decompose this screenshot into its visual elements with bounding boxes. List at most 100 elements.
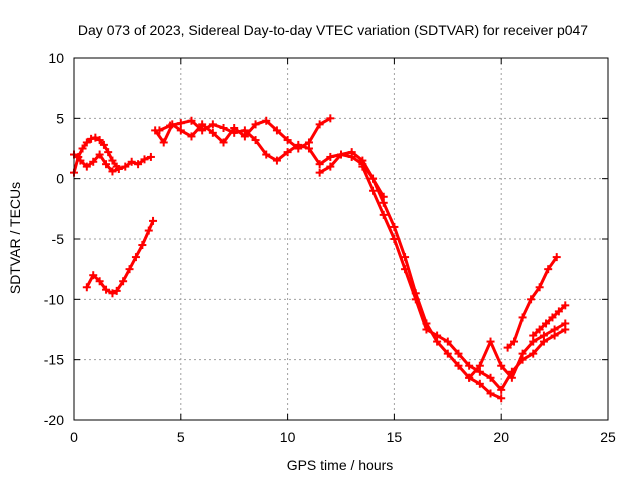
data-point <box>112 286 121 295</box>
data-point <box>87 134 96 143</box>
data-point <box>544 265 553 274</box>
data-point <box>315 120 324 129</box>
data-point <box>102 160 111 169</box>
data-point <box>465 373 474 382</box>
data-point <box>176 119 185 128</box>
data-point <box>121 162 130 171</box>
data-point <box>401 253 410 262</box>
data-point <box>535 325 544 334</box>
data-point <box>272 156 281 165</box>
data-point <box>187 132 196 141</box>
data-point <box>198 126 207 135</box>
data-point <box>475 361 484 370</box>
data-point <box>443 337 452 346</box>
data-point <box>91 133 100 142</box>
data-point <box>95 150 104 159</box>
data-point <box>144 226 153 235</box>
data-point <box>497 385 506 394</box>
y-tick-label: -10 <box>44 291 64 307</box>
data-point <box>95 136 104 145</box>
data-point <box>89 157 98 166</box>
data-point <box>326 152 335 161</box>
data-point <box>369 174 378 183</box>
data-point <box>486 337 495 346</box>
y-tick-label: 5 <box>56 110 64 126</box>
data-point <box>89 271 98 280</box>
data-point <box>230 128 239 137</box>
data-point <box>283 148 292 157</box>
data-point <box>315 168 324 177</box>
data-point <box>369 186 378 195</box>
x-tick-label: 0 <box>70 429 78 445</box>
data-point <box>411 295 420 304</box>
data-point <box>561 319 570 328</box>
data-point <box>554 307 563 316</box>
data-point <box>518 349 527 358</box>
data-point <box>176 126 185 135</box>
data-point <box>465 361 474 370</box>
data-point <box>155 126 164 135</box>
data-point <box>104 148 113 157</box>
data-point <box>497 361 506 370</box>
data-point <box>475 379 484 388</box>
data-point <box>219 138 228 147</box>
data-point <box>294 140 303 149</box>
axes: 0 5 10 15 20 25 -20 -15 -10 -5 0 5 10 <box>44 50 616 445</box>
data-point <box>443 349 452 358</box>
data-point <box>82 162 91 171</box>
data-point <box>99 140 108 149</box>
data-point <box>326 114 335 123</box>
data-point <box>146 152 155 161</box>
data-point <box>433 331 442 340</box>
data-point <box>548 313 557 322</box>
data-point <box>379 210 388 219</box>
data-point <box>108 156 117 165</box>
data-point <box>486 389 495 398</box>
data-point <box>108 167 117 176</box>
data-point <box>486 373 495 382</box>
series-track-h <box>467 322 567 380</box>
y-tick-label: 0 <box>56 171 64 187</box>
data-point <box>529 331 538 340</box>
data-series <box>70 114 570 403</box>
data-point <box>127 157 136 166</box>
data-point <box>379 198 388 207</box>
series-track-g <box>360 165 567 392</box>
data-point <box>401 265 410 274</box>
data-point <box>119 277 128 286</box>
data-point <box>390 235 399 243</box>
data-point <box>454 349 463 358</box>
data-point <box>95 277 104 286</box>
x-tick-label: 15 <box>387 429 403 445</box>
data-point <box>390 222 399 231</box>
data-point <box>337 150 345 159</box>
data-point <box>529 349 538 358</box>
data-point <box>304 144 313 153</box>
data-point <box>552 253 561 262</box>
data-point <box>76 156 85 165</box>
data-point <box>125 265 134 274</box>
data-point <box>78 144 87 153</box>
data-point <box>82 138 91 147</box>
data-point <box>497 394 506 403</box>
data-point <box>550 325 559 334</box>
data-point <box>219 123 228 132</box>
data-point <box>272 126 281 135</box>
x-tick-label: 20 <box>493 429 509 445</box>
data-point <box>166 121 175 130</box>
data-point <box>134 160 143 169</box>
data-point <box>358 162 367 171</box>
data-point <box>82 283 91 292</box>
data-point <box>149 216 158 225</box>
grid <box>74 58 608 420</box>
data-point <box>503 343 512 352</box>
data-point <box>283 136 292 145</box>
series-track-f <box>318 150 503 400</box>
data-point <box>138 241 147 250</box>
x-tick-label: 5 <box>177 429 185 445</box>
y-tick-label: 10 <box>48 50 64 66</box>
data-point <box>251 120 260 129</box>
data-point <box>510 337 519 346</box>
y-tick-label: -20 <box>44 412 64 428</box>
series-track-c <box>85 219 155 295</box>
